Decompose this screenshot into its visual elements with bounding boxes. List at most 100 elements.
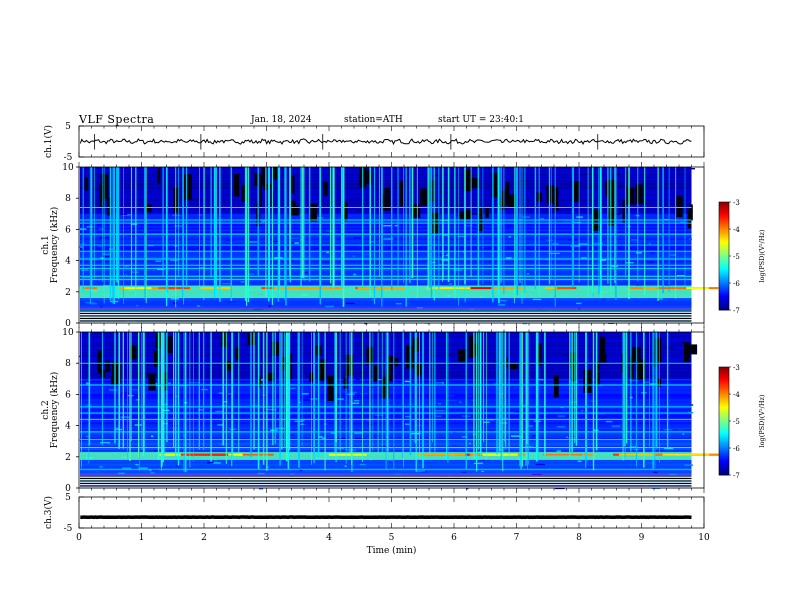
hiss-band	[80, 285, 692, 299]
hiss-intensification	[482, 453, 518, 456]
colorbar-swatch	[719, 437, 729, 440]
spectrum-speckle	[611, 178, 617, 181]
y-tick-label: 8	[65, 194, 71, 204]
spectrum-speckle	[310, 180, 315, 183]
spectrum-speckle	[382, 374, 387, 377]
colorbar-swatch	[719, 283, 729, 286]
spectrum-speckle	[617, 355, 623, 357]
spectrum-row	[80, 246, 692, 249]
spectrum-gap	[84, 177, 89, 191]
spectrum-speckle	[540, 200, 547, 202]
spectrum-speckle	[425, 343, 430, 345]
hiss-intensification	[299, 287, 315, 290]
spectrum-speckle	[451, 230, 460, 232]
spectrum-speckle	[123, 265, 130, 267]
colorbar-swatch	[719, 368, 729, 371]
spectrum-speckle	[455, 215, 463, 217]
colorbar-swatch	[719, 401, 729, 404]
spectrum-row	[80, 470, 692, 473]
spectrum-speckle	[303, 272, 308, 274]
spectrum-speckle	[421, 471, 427, 473]
spectrum-speckle	[321, 437, 326, 439]
spectrum-speckle	[128, 235, 138, 237]
spectrum-gap	[309, 203, 317, 222]
spectrum-speckle	[292, 360, 297, 362]
spectrum-speckle	[440, 367, 445, 369]
spectrum-speckle	[570, 245, 581, 247]
spectrum-row	[80, 472, 692, 475]
spectrum-speckle	[138, 467, 148, 469]
spectrum-speckle	[222, 283, 232, 285]
spectrum-speckle	[635, 334, 642, 336]
spectrum-speckle	[436, 382, 443, 384]
spectrum-speckle	[84, 369, 88, 371]
spectrum-speckle	[461, 471, 467, 474]
spectrum-gap	[382, 194, 391, 211]
x-tick-label: 0	[76, 533, 82, 543]
colorbar-swatch	[719, 261, 729, 264]
spectrum-gap	[386, 370, 393, 382]
spectrum-row	[80, 241, 692, 244]
spectrum-speckle	[144, 232, 151, 235]
spectrum-speckle	[223, 197, 228, 200]
spectrum-gap	[420, 188, 427, 206]
spectrum-speckle	[353, 237, 361, 239]
y-tick-label: 2	[65, 288, 71, 298]
spectrum-speckle	[225, 342, 235, 345]
spectrum-speckle	[521, 404, 526, 407]
spectrum-gap	[112, 361, 121, 384]
spectrum-row	[80, 239, 692, 242]
spectrum-gap	[318, 359, 327, 381]
spectrum-speckle	[354, 400, 360, 402]
spectrum-speckle	[103, 253, 111, 255]
spectrum-speckle	[220, 364, 230, 366]
colorbar-swatch	[719, 270, 729, 273]
spectrum-speckle	[388, 402, 393, 404]
spectrum-row	[80, 305, 692, 308]
hiss-intensification	[583, 453, 595, 456]
spectrum-row	[80, 172, 692, 175]
colorbar-swatch	[719, 212, 729, 215]
spectrum-speckle	[362, 379, 365, 381]
spectrum-speckle	[162, 422, 168, 425]
spectrum-speckle	[267, 344, 273, 347]
spectrum-row	[80, 177, 692, 180]
spectrum-speckle	[639, 171, 646, 173]
spectrum-speckle	[664, 284, 671, 287]
colorbar-swatch	[719, 223, 729, 226]
spectrum-speckle	[598, 385, 603, 387]
spectrum-gap	[157, 168, 161, 184]
spectrum-gap	[595, 372, 600, 385]
spectrum-speckle	[418, 411, 421, 414]
spectrum-speckle	[664, 347, 675, 349]
spectrum-speckle	[569, 401, 578, 403]
spectrum-speckle	[264, 377, 268, 379]
spectrum-speckle	[376, 334, 385, 336]
colorbar-swatch	[719, 428, 729, 431]
y-tick-label: 6	[65, 390, 71, 400]
spectrum-speckle	[577, 460, 582, 462]
spectrum-speckle	[334, 474, 340, 476]
spectrum-speckle	[217, 424, 224, 426]
spectrum-speckle	[325, 300, 336, 302]
spectrum-speckle	[567, 383, 574, 386]
colorbar-swatch	[719, 424, 729, 427]
colorbar-swatch	[719, 417, 729, 420]
spectrum-gap	[241, 184, 248, 202]
colorbar-swatch	[719, 236, 729, 239]
colorbar-swatch	[719, 469, 729, 472]
spectrum-speckle	[219, 215, 225, 217]
spectrum-speckle	[369, 276, 378, 278]
spectrum-speckle	[554, 487, 565, 490]
spectrum-speckle	[261, 220, 265, 222]
colorbar-tick-label: -5	[733, 418, 740, 426]
colorbar-swatch	[719, 205, 729, 208]
spectrum-speckle	[152, 209, 158, 211]
spectrum-row	[80, 298, 692, 301]
spectrum-speckle	[214, 460, 217, 462]
spectrum-speckle	[679, 221, 686, 224]
spectrum-speckle	[507, 212, 510, 214]
spectrum-speckle	[317, 436, 323, 438]
colorbar-swatch	[719, 272, 729, 275]
